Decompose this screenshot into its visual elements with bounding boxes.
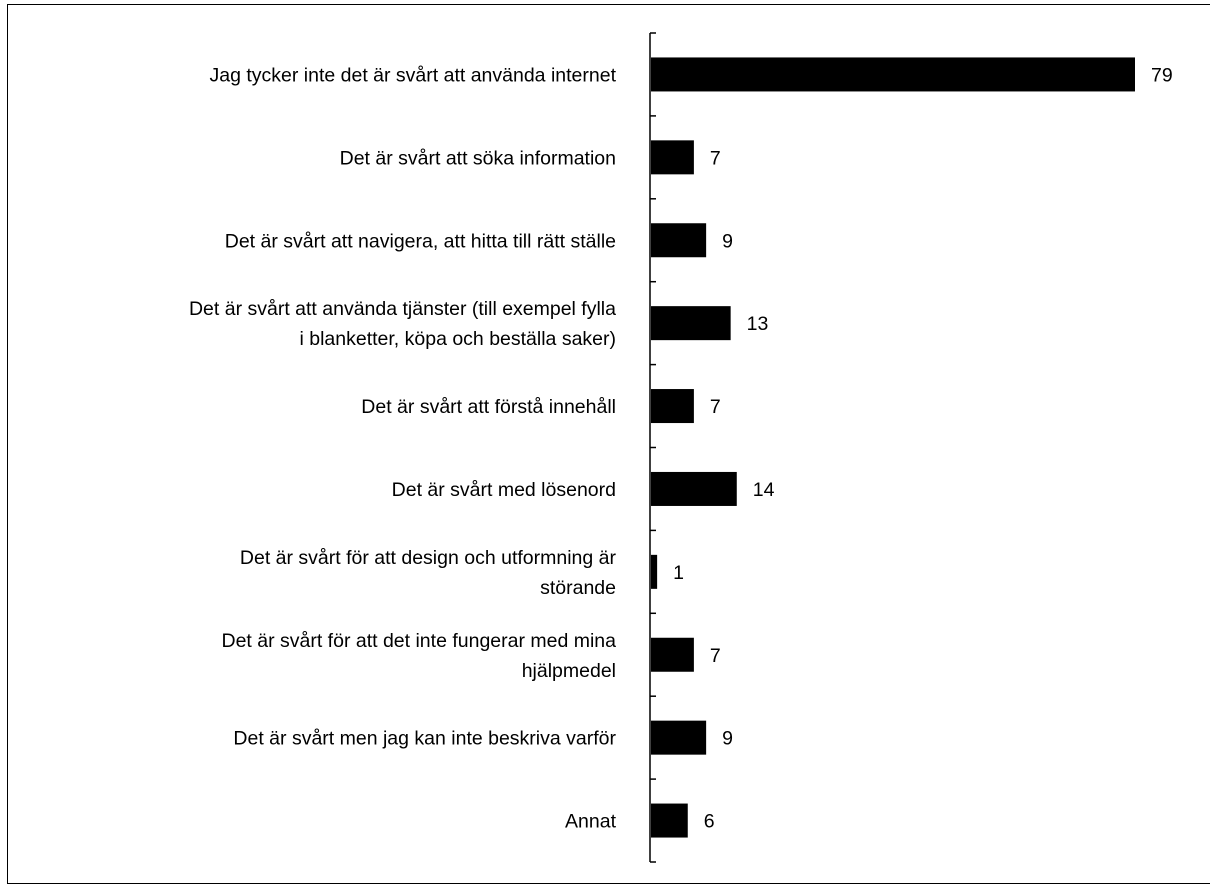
data-label: 9 <box>722 728 733 750</box>
bar <box>651 471 737 506</box>
bar <box>651 554 658 589</box>
bar <box>651 57 1135 92</box>
chart-frame <box>7 4 1210 884</box>
category-label: Det är svårt att använda tjänster (till … <box>189 298 616 320</box>
data-label: 6 <box>704 811 715 833</box>
data-label: 9 <box>722 230 733 252</box>
bar <box>651 720 707 755</box>
category-label: i blanketter, köpa och beställa saker) <box>299 328 616 350</box>
category-label: Det är svårt med lösenord <box>392 479 616 501</box>
data-label: 7 <box>710 147 721 169</box>
bar <box>651 306 731 341</box>
category-label: hjälpmedel <box>522 660 616 682</box>
category-label: Det är svårt för att det inte fungerar m… <box>221 630 616 652</box>
data-label: 14 <box>753 479 775 501</box>
bar <box>651 389 694 424</box>
data-label: 79 <box>1151 64 1173 86</box>
bar <box>651 223 707 258</box>
category-label: Annat <box>565 811 617 833</box>
category-label: Det är svårt men jag kan inte beskriva v… <box>233 728 616 750</box>
data-label: 1 <box>673 562 684 584</box>
data-label: 13 <box>747 313 769 335</box>
category-label: Jag tycker inte det är svårt att använda… <box>210 64 617 86</box>
data-label: 7 <box>710 396 721 418</box>
category-label: Det är svårt att navigera, att hitta til… <box>225 230 616 252</box>
bar <box>651 637 694 672</box>
data-label: 7 <box>710 645 721 667</box>
bar <box>651 803 688 838</box>
category-label: Det är svårt att söka information <box>340 147 616 169</box>
category-label: Det är svårt att förstå innehåll <box>361 396 616 418</box>
category-label: störande <box>540 577 616 599</box>
bar <box>651 140 694 175</box>
category-label: Det är svårt för att design och utformni… <box>240 547 617 569</box>
